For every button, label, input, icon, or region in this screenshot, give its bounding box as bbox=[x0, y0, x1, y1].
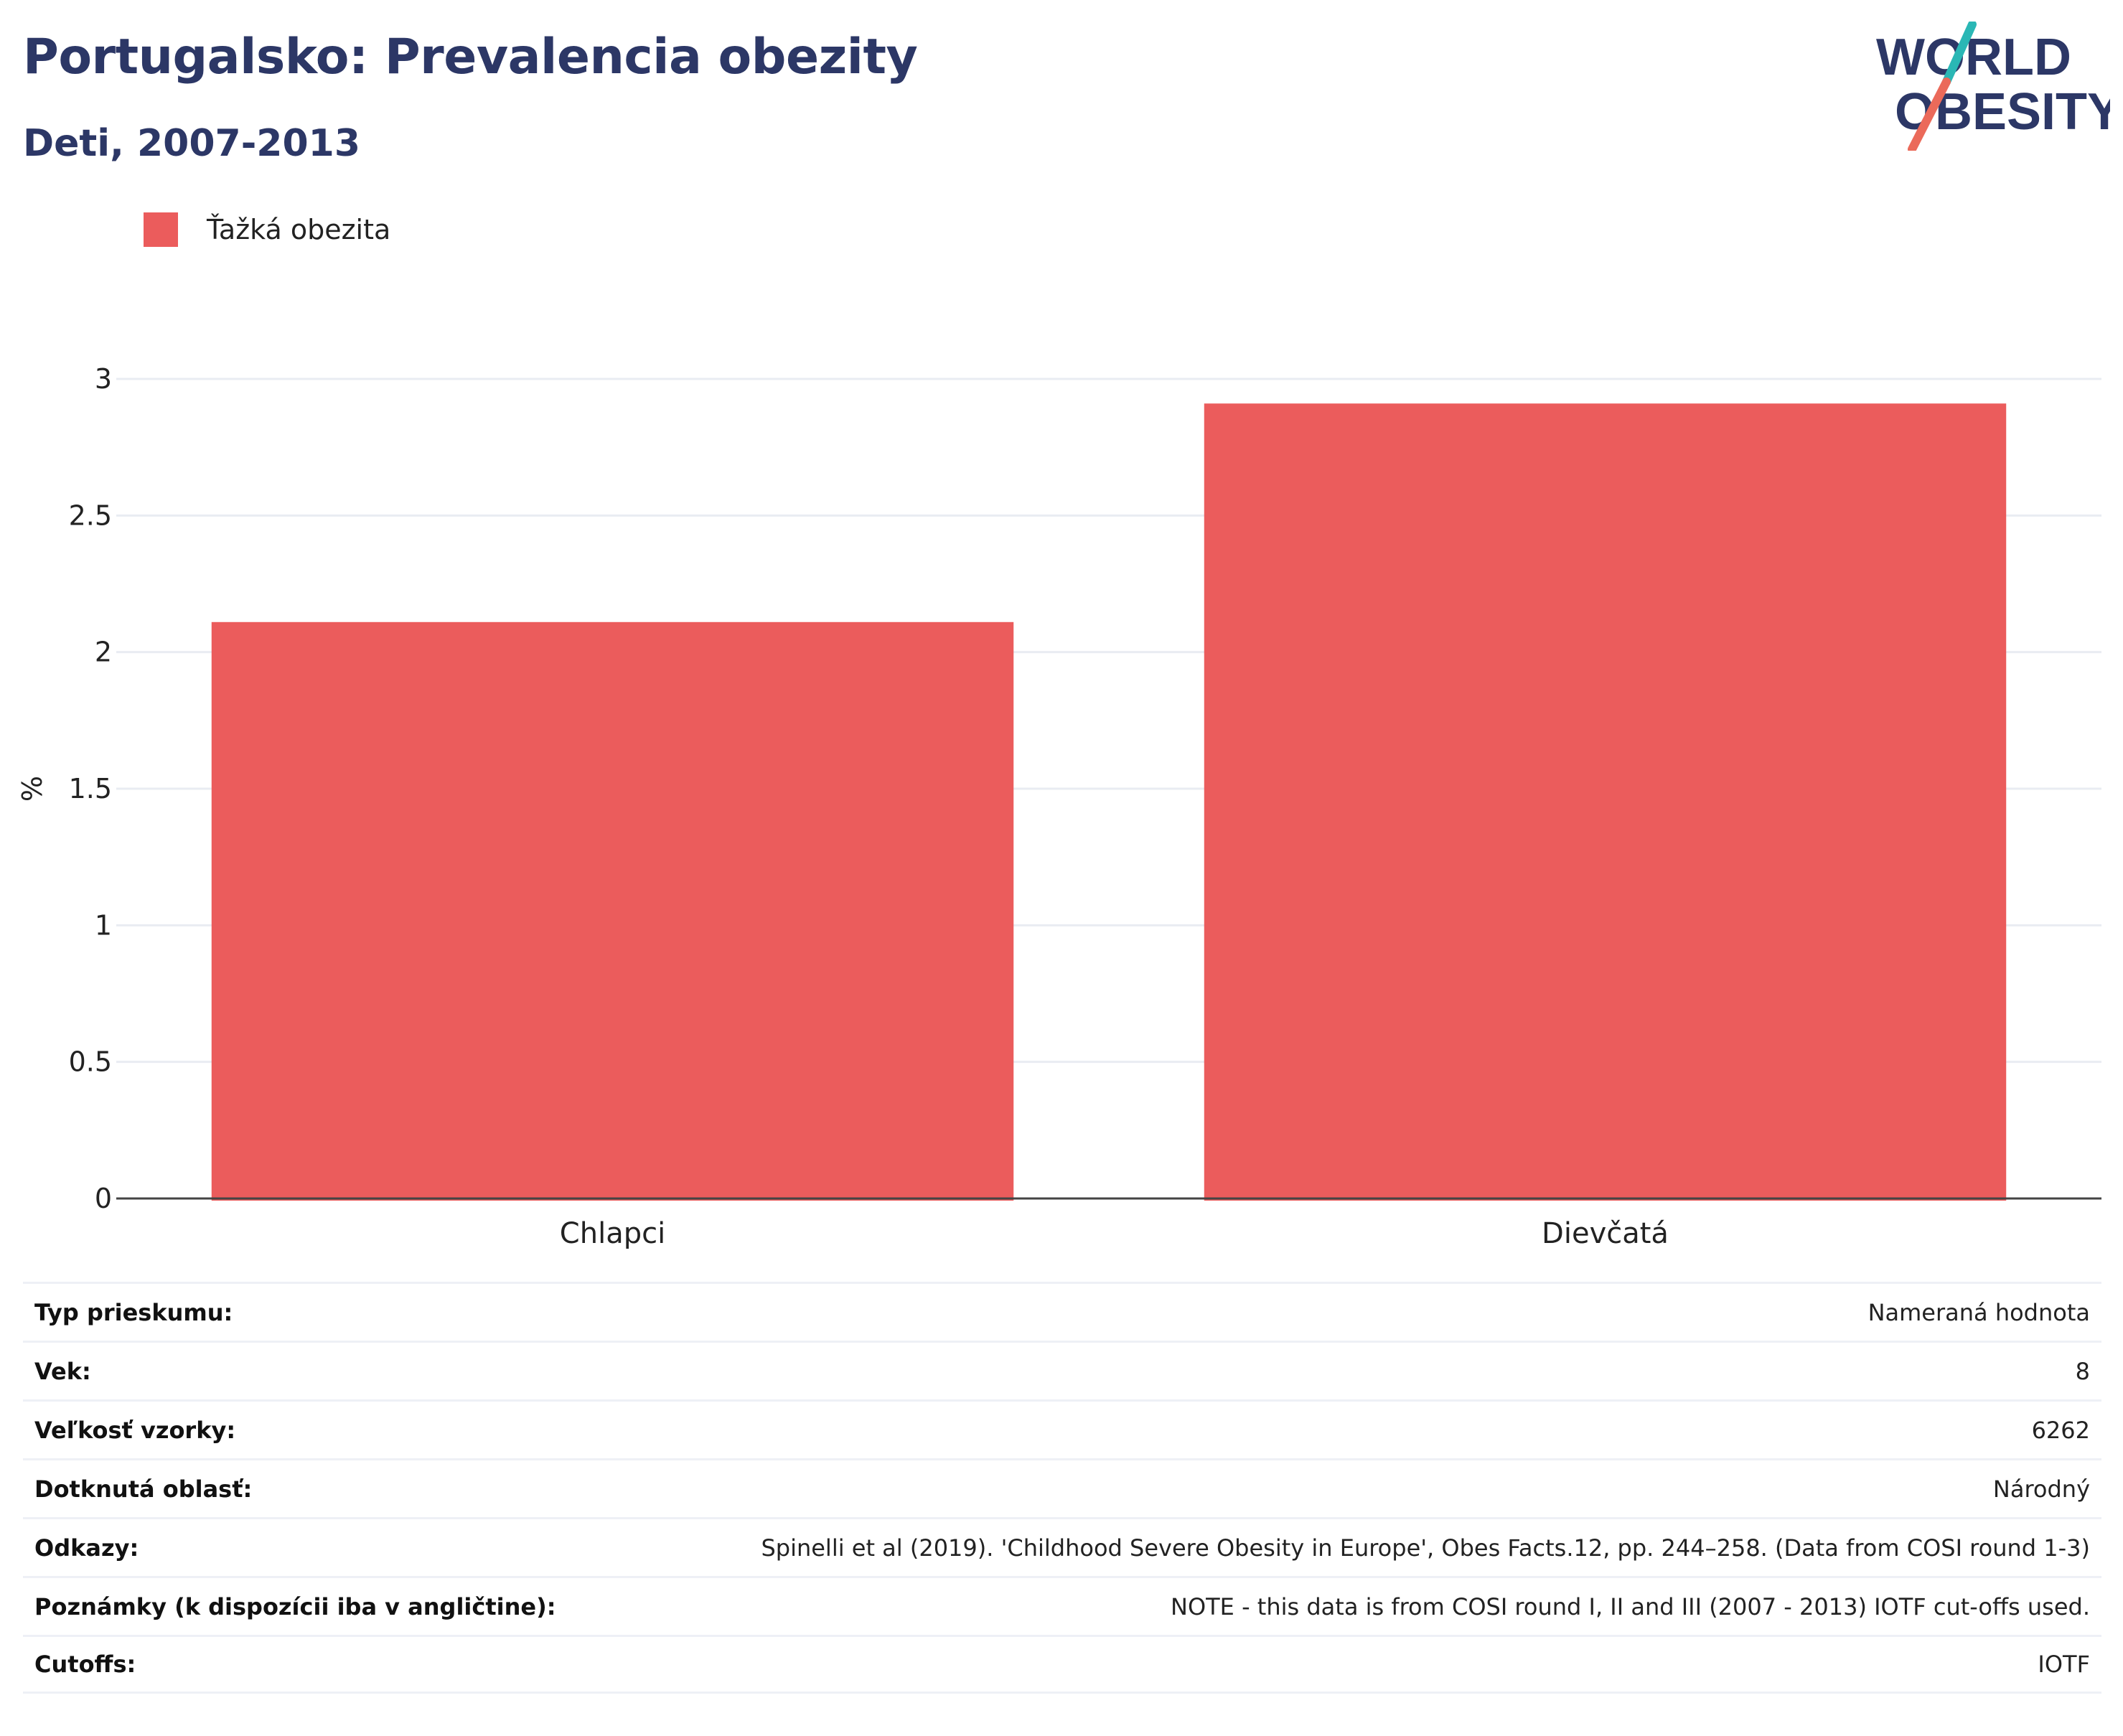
y-tick-label: 1 bbox=[95, 909, 112, 941]
meta-value: Národný bbox=[1992, 1475, 2090, 1503]
y-tick-label: 3 bbox=[95, 363, 112, 395]
meta-label: Dotknutá oblasť: bbox=[34, 1475, 253, 1503]
bar bbox=[211, 621, 1014, 1201]
meta-value: Nameraná hodnota bbox=[1867, 1298, 2090, 1326]
meta-value: Spinelli et al (2019). 'Childhood Severe… bbox=[761, 1534, 2090, 1562]
logo-slash-coral bbox=[1908, 78, 1951, 151]
y-tick-label: 1.5 bbox=[69, 773, 112, 804]
logo-line1: WORLD bbox=[1876, 29, 2071, 86]
legend-label-severe-obesity: Ťažká obezita bbox=[207, 214, 391, 245]
x-category-label: Dievčatá bbox=[1542, 1217, 1669, 1249]
y-axis-title: % bbox=[17, 776, 48, 802]
page-subtitle: Deti, 2007-2013 bbox=[23, 122, 361, 165]
meta-label: Cutoffs: bbox=[34, 1651, 136, 1678]
world-obesity-logo: WORLD OBESITY bbox=[1876, 22, 2110, 151]
chart-legend: Ťažká obezita bbox=[144, 212, 390, 247]
bar bbox=[1204, 403, 2007, 1201]
meta-row-area: Dotknutá oblasť: Národný bbox=[23, 1458, 2101, 1517]
logo-slash-teal bbox=[1942, 22, 1977, 86]
meta-value: 8 bbox=[2075, 1357, 2090, 1385]
meta-value: IOTF bbox=[2038, 1651, 2090, 1678]
y-tick-label: 0.5 bbox=[69, 1046, 112, 1078]
meta-label: Poznámky (k dispozícii iba v angličtine)… bbox=[34, 1592, 556, 1620]
meta-row-age: Vek: 8 bbox=[23, 1341, 2101, 1399]
page-title: Portugalsko: Prevalencia obezity bbox=[23, 29, 918, 85]
legend-swatch-severe-obesity bbox=[144, 212, 178, 247]
meta-row-cutoffs: Cutoffs: IOTF bbox=[23, 1635, 2101, 1694]
meta-label: Veľkosť vzorky: bbox=[34, 1416, 236, 1444]
meta-label: Vek: bbox=[34, 1357, 91, 1385]
meta-row-notes: Poznámky (k dispozícii iba v angličtine)… bbox=[23, 1576, 2101, 1635]
y-tick-label: 2.5 bbox=[69, 499, 112, 531]
meta-row-survey-type: Typ prieskumu: Nameraná hodnota bbox=[23, 1282, 2101, 1341]
meta-label: Odkazy: bbox=[34, 1534, 139, 1562]
meta-row-sample-size: Veľkosť vzorky: 6262 bbox=[23, 1399, 2101, 1458]
metadata-table: Typ prieskumu: Nameraná hodnota Vek: 8 V… bbox=[23, 1282, 2101, 1694]
meta-row-references: Odkazy: Spinelli et al (2019). 'Childhoo… bbox=[23, 1517, 2101, 1576]
meta-label: Typ prieskumu: bbox=[34, 1298, 233, 1326]
meta-value: NOTE - this data is from COSI round I, I… bbox=[1171, 1592, 2090, 1620]
bar-chart: 0 0.5 1 1.5 2 2.5 3% Chlapci Dievčatá bbox=[17, 363, 2101, 1249]
x-category-label: Chlapci bbox=[560, 1217, 665, 1249]
meta-value: 6262 bbox=[2031, 1416, 2090, 1444]
y-tick-label: 2 bbox=[95, 637, 112, 668]
y-tick-label: 0 bbox=[95, 1183, 112, 1214]
